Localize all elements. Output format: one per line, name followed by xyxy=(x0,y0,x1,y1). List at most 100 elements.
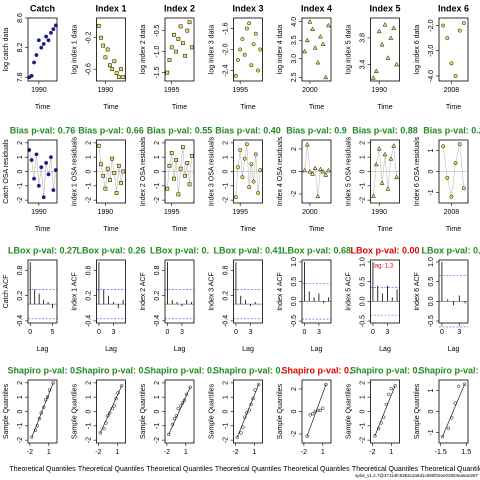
y-tick-label: 0 xyxy=(359,169,366,173)
qq-point xyxy=(102,427,106,431)
qq-point xyxy=(393,384,397,388)
point xyxy=(180,145,185,150)
point xyxy=(240,175,245,180)
x-tick-label: 1990 xyxy=(371,87,387,94)
y-tick-label: 2 xyxy=(222,141,229,145)
x-axis-label: Time xyxy=(35,226,50,233)
point xyxy=(376,146,382,151)
point xyxy=(388,35,394,40)
point xyxy=(310,171,315,176)
point xyxy=(242,156,247,161)
point xyxy=(258,47,263,52)
point xyxy=(258,168,263,173)
qq-point xyxy=(379,421,383,425)
y-tick-label: 1 xyxy=(154,155,161,159)
plot-frame xyxy=(370,139,400,204)
y-tick-label: -1 xyxy=(17,183,24,189)
y-tick-label: 2 xyxy=(17,141,24,145)
point xyxy=(318,166,323,172)
y-tick-label: -1 xyxy=(428,429,435,435)
x-axis-label: Theoretical Quantiles xyxy=(215,466,282,473)
y-tick-label: 0.8 xyxy=(222,266,229,276)
point xyxy=(253,31,258,36)
x-axis-label: Time xyxy=(103,226,118,233)
panel-title: Bias p-val: 0.40 xyxy=(215,125,281,135)
point xyxy=(461,21,466,25)
point xyxy=(185,161,190,165)
qq-point xyxy=(382,415,386,419)
y-tick-label: 1 xyxy=(359,155,366,159)
y-tick-label: -1.5 xyxy=(154,66,161,78)
point xyxy=(51,188,56,193)
y-tick-label: 0.5 xyxy=(291,277,298,287)
point xyxy=(178,24,183,29)
x-tick-label: 1 xyxy=(321,449,325,456)
point xyxy=(32,60,36,65)
point xyxy=(49,30,53,35)
y-tick-label: -2 xyxy=(154,437,161,443)
y-tick-label: 0.2 xyxy=(85,291,92,301)
point xyxy=(114,71,119,75)
y-tick-label: 0.2 xyxy=(222,291,229,301)
y-tick-label: 0 xyxy=(222,169,229,173)
y-tick-label: 3.0 xyxy=(291,54,298,64)
panel-title: Index 1 xyxy=(95,3,126,13)
x-tick-label: 2000 xyxy=(302,209,318,216)
qq-point xyxy=(110,406,114,411)
panel-title: Bias p-val: 0.66 xyxy=(78,125,144,135)
qq-point xyxy=(98,431,102,435)
plot-frame xyxy=(438,379,469,444)
plot-frame xyxy=(27,379,58,444)
y-axis-label: Index 4 OSA residuals xyxy=(277,136,284,206)
x-axis-label: Theoretical Quantiles xyxy=(9,466,76,473)
x-axis-label: Theoretical Quantiles xyxy=(352,466,419,473)
panel-title: LBox p-val: 0.00 xyxy=(350,245,419,255)
qq-point xyxy=(324,382,328,387)
point xyxy=(310,26,315,31)
plot-frame xyxy=(233,17,263,82)
point xyxy=(370,193,376,198)
y-tick-label: -4.0 xyxy=(428,70,435,82)
x-axis-label: Theoretical Quantiles xyxy=(283,466,350,473)
point xyxy=(382,22,388,27)
qq-point xyxy=(35,424,40,428)
qq-point xyxy=(30,435,34,439)
y-tick-label: -2 xyxy=(85,197,92,203)
point xyxy=(244,26,249,31)
point xyxy=(116,75,121,79)
y-tick-label: -2 xyxy=(359,197,366,203)
point xyxy=(46,38,51,43)
plot-frame xyxy=(164,17,195,82)
x-axis-label: Time xyxy=(172,226,187,233)
x-tick-label: 1990 xyxy=(31,209,47,216)
qq-point xyxy=(373,434,377,438)
y-tick-label: 0 xyxy=(85,169,92,173)
point xyxy=(251,42,256,47)
y-tick-label: 3.4 xyxy=(359,59,366,69)
point xyxy=(103,186,108,191)
qq-point xyxy=(112,404,116,408)
y-tick-label: 1 xyxy=(428,388,435,392)
x-tick-label: -2 xyxy=(27,449,33,456)
qq-point xyxy=(239,431,243,435)
plot-frame xyxy=(96,259,126,324)
x-axis-label: Theoretical Quantiles xyxy=(78,466,145,473)
point xyxy=(96,143,101,148)
x-tick-label: 1.5 xyxy=(461,449,471,456)
y-tick-label: -2 xyxy=(222,437,229,443)
qq-line xyxy=(442,384,465,437)
point xyxy=(29,158,34,162)
y-tick-label: 1.0 xyxy=(291,257,298,267)
point xyxy=(51,27,56,32)
y-axis-label: Index 1 ACF xyxy=(71,272,78,311)
point xyxy=(376,28,382,34)
y-tick-label: 2 xyxy=(154,141,161,145)
y-tick-label: -0.4 xyxy=(85,315,92,327)
x-axis-label: Lag xyxy=(242,346,254,353)
y-tick-label: -2 xyxy=(17,197,24,203)
y-axis-label: log index 1 data xyxy=(71,25,78,75)
point xyxy=(233,73,238,78)
y-tick-label: -1 xyxy=(154,183,161,189)
plot-frame xyxy=(301,259,332,324)
qq-point xyxy=(33,428,38,432)
